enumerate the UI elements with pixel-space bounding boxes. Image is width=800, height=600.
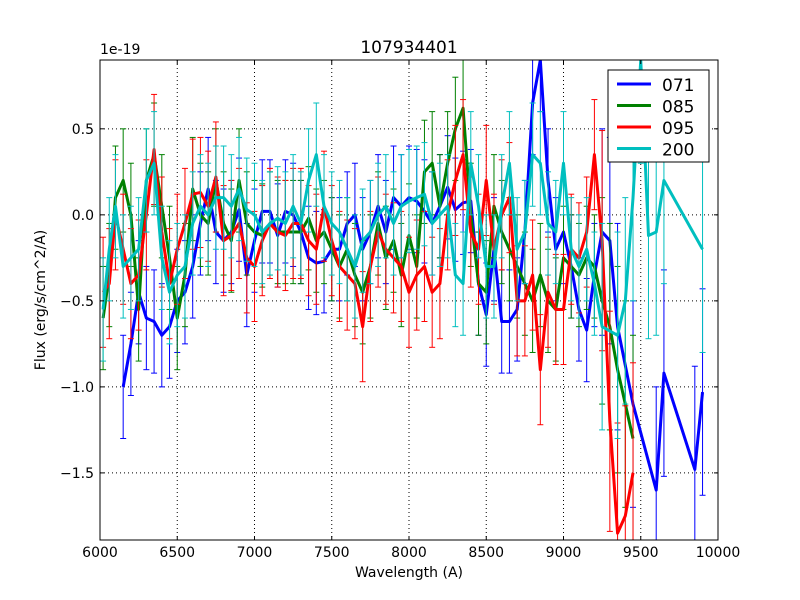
- y-tick-label: −0.5: [60, 294, 94, 310]
- x-tick-label: 9500: [623, 545, 659, 561]
- x-tick-label: 8000: [391, 545, 427, 561]
- x-tick-label: 6000: [82, 545, 118, 561]
- chart-title: 107934401: [360, 38, 457, 58]
- y-tick-label: −1.0: [60, 380, 94, 396]
- x-tick-label: 9000: [546, 545, 582, 561]
- x-tick-label: 6500: [159, 545, 195, 561]
- series-line-085: [101, 106, 635, 439]
- legend-label-085: 085: [662, 98, 694, 118]
- x-tick-label: 8500: [468, 545, 504, 561]
- x-tick-label: 7000: [237, 545, 273, 561]
- series-group: [100, 60, 706, 540]
- legend-label-200: 200: [662, 141, 694, 161]
- series-200: [100, 60, 706, 439]
- y-tick-label: 0.5: [72, 122, 94, 138]
- y-axis-label: Flux (erg/s/cm^2/A): [33, 230, 49, 370]
- legend-label-071: 071: [662, 76, 694, 96]
- x-tick-label: 7500: [314, 545, 350, 561]
- series-line-095: [101, 147, 635, 535]
- y-offset-label: 1e-19: [100, 42, 140, 58]
- y-tick-label: −1.5: [60, 466, 94, 482]
- axis-ticks: 6000 6500 7000 7500 8000 8500 9000 9500 10000 0.5…: [60, 60, 740, 561]
- legend-label-095: 095: [662, 119, 694, 139]
- x-tick-label: 10000: [696, 545, 741, 561]
- x-axis-label: Wavelength (A): [355, 565, 463, 581]
- series-line-200: [101, 60, 704, 337]
- y-tick-label: 0.0: [72, 208, 94, 224]
